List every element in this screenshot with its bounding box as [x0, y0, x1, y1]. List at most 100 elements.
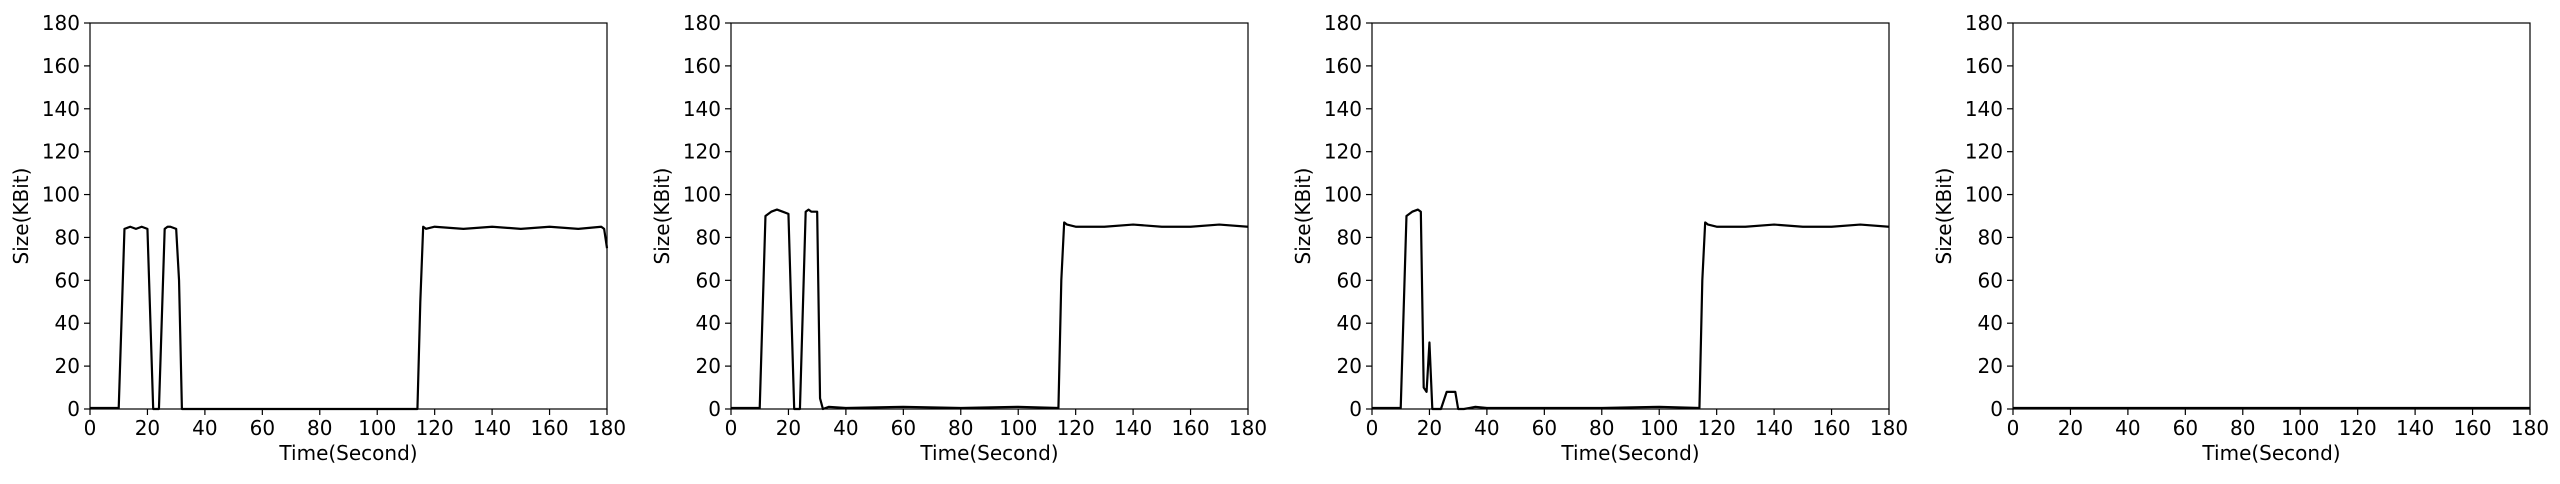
x-tick-label: 180 — [1870, 416, 1908, 440]
y-tick-label: 160 — [42, 54, 80, 78]
y-tick-label: 160 — [1965, 54, 2003, 78]
x-tick-label: 100 — [999, 416, 1037, 440]
y-tick-label: 0 — [708, 397, 721, 421]
y-tick-label: 100 — [42, 183, 80, 207]
y-tick-label: 20 — [1978, 354, 2003, 378]
x-tick-label: 40 — [192, 416, 217, 440]
y-tick-label: 180 — [1965, 11, 2003, 35]
chart-panel-1: 0 20 40 60 80 100 120 140 160 180 0 20 40 60 80 100 120 1… — [9, 11, 626, 465]
y-tick-label: 40 — [55, 311, 80, 335]
x-tick-label: 120 — [1698, 416, 1736, 440]
y-tick-label: 140 — [42, 97, 80, 121]
x-tick-label: 60 — [250, 416, 275, 440]
series-line-1 — [731, 208, 1249, 411]
x-tick-label: 0 — [84, 416, 97, 440]
x-tick-label: 180 — [2511, 416, 2549, 440]
x-tick-label: 160 — [1171, 416, 1209, 440]
y-tick-label: 60 — [696, 268, 721, 292]
x-axis-label: Time(Second) — [278, 441, 417, 465]
plot-frame — [730, 22, 1249, 410]
x-tick-label: 60 — [2173, 416, 2198, 440]
chart-panel-3: 0 20 40 60 80 100 120 140 160 180 0 20 40 60 80 100 120 1… — [1291, 11, 1908, 465]
x-tick-label: 100 — [1640, 416, 1678, 440]
x-tick-label: 100 — [2281, 416, 2319, 440]
chart-panel-2: 0 20 40 60 80 100 120 140 160 180 0 20 40 60 80 100 120 1… — [650, 11, 1267, 465]
x-tick-label: 180 — [1229, 416, 1267, 440]
y-tick-label: 120 — [683, 140, 721, 164]
y-tick-label: 40 — [1337, 311, 1362, 335]
x-tick-label: 80 — [1589, 416, 1614, 440]
plot-frame — [2012, 22, 2531, 410]
x-tick-label: 120 — [2339, 416, 2377, 440]
x-tick-label: 160 — [530, 416, 568, 440]
y-tick-label: 120 — [42, 140, 80, 164]
y-tick-label: 140 — [1965, 97, 2003, 121]
y-tick-label: 40 — [696, 311, 721, 335]
x-tick-label: 20 — [776, 416, 801, 440]
plot-frame — [89, 22, 608, 410]
series-line-1 — [90, 225, 609, 411]
y-tick-label: 80 — [1978, 225, 2003, 249]
x-tick-label: 140 — [1114, 416, 1152, 440]
x-tick-label: 40 — [2115, 416, 2140, 440]
y-tick-label: 100 — [1324, 183, 1362, 207]
y-tick-label: 20 — [55, 354, 80, 378]
y-tick-label: 140 — [1324, 97, 1362, 121]
x-tick-label: 20 — [135, 416, 160, 440]
y-tick-label: 100 — [1965, 183, 2003, 207]
x-tick-label: 80 — [2230, 416, 2255, 440]
y-tick-label: 80 — [55, 225, 80, 249]
y-tick-label: 160 — [683, 54, 721, 78]
y-axis-label: Size(KBit) — [1291, 168, 1315, 265]
y-tick-label: 140 — [683, 97, 721, 121]
x-tick-label: 0 — [1366, 416, 1379, 440]
x-tick-label: 120 — [1057, 416, 1095, 440]
y-tick-label: 160 — [1324, 54, 1362, 78]
y-axis-label: Size(KBit) — [650, 168, 674, 265]
y-axis-label: Size(KBit) — [1932, 168, 1956, 265]
x-axis-label: Time(Second) — [2201, 441, 2340, 465]
x-tick-label: 160 — [1812, 416, 1850, 440]
y-tick-label: 100 — [683, 183, 721, 207]
series-line-1 — [1372, 208, 1890, 411]
x-tick-label: 100 — [358, 416, 396, 440]
y-tick-label: 0 — [1349, 397, 1362, 421]
x-tick-label: 0 — [725, 416, 738, 440]
y-tick-label: 40 — [1978, 311, 2003, 335]
x-axis-label: Time(Second) — [1560, 441, 1699, 465]
y-tick-label: 180 — [683, 11, 721, 35]
x-tick-label: 80 — [307, 416, 332, 440]
y-tick-label: 0 — [1990, 397, 2003, 421]
x-tick-label: 60 — [1532, 416, 1557, 440]
y-tick-label: 0 — [67, 397, 80, 421]
y-tick-label: 80 — [1337, 225, 1362, 249]
x-tick-label: 0 — [2007, 416, 2020, 440]
y-tick-label: 180 — [42, 11, 80, 35]
chart-panel-4: 0 20 40 60 80 100 120 140 160 180 0 20 40 60 80 100 120 1… — [1932, 11, 2549, 465]
y-tick-label: 60 — [55, 268, 80, 292]
x-tick-label: 140 — [473, 416, 511, 440]
y-tick-label: 120 — [1965, 140, 2003, 164]
x-tick-label: 160 — [2453, 416, 2491, 440]
x-tick-label: 20 — [2058, 416, 2083, 440]
y-tick-label: 120 — [1324, 140, 1362, 164]
y-axis-label: Size(KBit) — [9, 168, 33, 265]
x-tick-label: 120 — [416, 416, 454, 440]
x-tick-label: 140 — [1755, 416, 1793, 440]
y-tick-label: 80 — [696, 225, 721, 249]
y-tick-label: 60 — [1978, 268, 2003, 292]
x-tick-label: 40 — [833, 416, 858, 440]
x-tick-label: 180 — [588, 416, 626, 440]
y-tick-label: 180 — [1324, 11, 1362, 35]
y-tick-label: 60 — [1337, 268, 1362, 292]
x-tick-label: 80 — [948, 416, 973, 440]
x-axis-label: Time(Second) — [919, 441, 1058, 465]
x-tick-label: 20 — [1417, 416, 1442, 440]
x-tick-label: 40 — [1474, 416, 1499, 440]
x-tick-label: 60 — [891, 416, 916, 440]
y-tick-label: 20 — [1337, 354, 1362, 378]
plot-frame — [1371, 22, 1890, 410]
x-tick-label: 140 — [2396, 416, 2434, 440]
